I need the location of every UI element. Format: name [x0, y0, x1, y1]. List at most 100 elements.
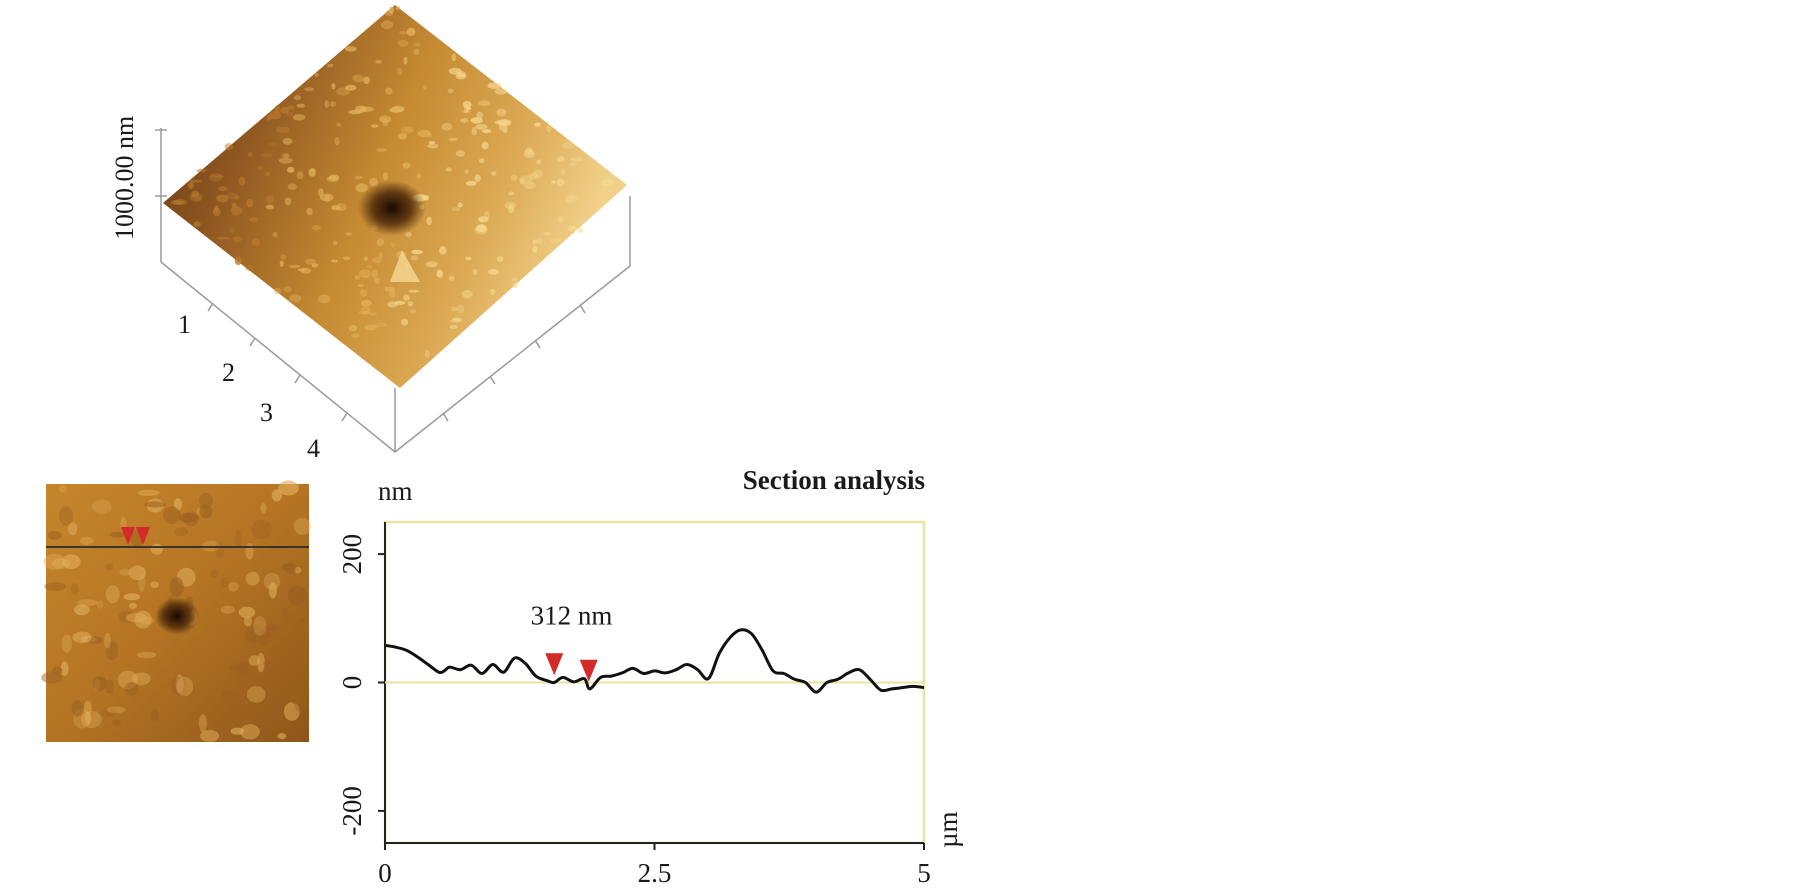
- surface-grain: [265, 195, 274, 204]
- thumbnail-marker-2: [136, 527, 150, 545]
- surface-grain: [382, 172, 388, 181]
- thumbnail-grain: [61, 634, 73, 653]
- thumbnail-grain: [281, 563, 295, 572]
- surface-grain: [311, 225, 321, 231]
- thumbnail-grain: [119, 568, 131, 576]
- x-axis-tick-label-3: 3: [260, 398, 273, 427]
- surface-grain: [449, 324, 458, 329]
- surface-grain: [388, 6, 394, 14]
- surface-grain: [556, 156, 565, 163]
- surface-grain: [268, 142, 278, 147]
- surface-grain: [257, 165, 263, 170]
- surface-grain: [565, 195, 577, 203]
- surface-grain: [376, 148, 387, 152]
- surface-grain: [283, 286, 292, 293]
- profile-marker-2: [579, 659, 598, 682]
- surface-grain: [475, 124, 488, 130]
- thumbnail-grain: [199, 492, 213, 509]
- surface-grain: [234, 257, 242, 266]
- surface-grain: [466, 106, 472, 111]
- surface-grain: [568, 162, 577, 166]
- surface-grain: [229, 226, 235, 233]
- thumbnail-grain: [169, 577, 184, 598]
- surface-grain: [274, 105, 280, 114]
- thumbnail-grain: [79, 536, 94, 545]
- surface-grain: [272, 232, 278, 238]
- surface-grain: [405, 231, 412, 238]
- section-chart: Section analysis nm µm 0 2.5 5 200 0 -200 312…: [337, 465, 963, 888]
- surface-grain: [324, 100, 330, 109]
- x-axis-label: µm: [933, 811, 963, 848]
- surface-grain: [247, 151, 253, 157]
- thumbnail-grain: [176, 676, 194, 697]
- thumbnail-marker-1: [121, 527, 135, 545]
- thumbnail-grain: [215, 541, 225, 558]
- thumbnail-grain: [260, 503, 267, 514]
- surface-grain: [465, 256, 472, 261]
- front-right-edge: [394, 265, 631, 453]
- surface-grain: [282, 153, 290, 158]
- surface-grain: [494, 88, 508, 95]
- surface-grain: [306, 207, 313, 216]
- surface-grain: [273, 287, 282, 295]
- surface-grain: [476, 111, 483, 119]
- surface-grain: [484, 211, 490, 219]
- surface-grain: [448, 67, 462, 75]
- thumbnail-grain: [144, 501, 166, 508]
- thumbnail-grain: [150, 708, 159, 722]
- thumbnail-grain: [58, 484, 67, 493]
- thumbnail-grain: [287, 585, 307, 606]
- thumbnail-grain: [220, 605, 235, 614]
- thumbnail-grain: [125, 613, 147, 623]
- surface-grain: [293, 95, 301, 101]
- surface-grain: [551, 180, 556, 184]
- thumbnail-grain: [245, 542, 254, 560]
- surface-pit: [358, 180, 426, 236]
- surface-grain: [448, 275, 455, 281]
- surface-grain: [314, 72, 319, 77]
- surface-grain: [401, 126, 414, 134]
- surface-grain: [494, 120, 508, 125]
- surface-grain: [556, 178, 565, 187]
- surface-grain: [331, 83, 336, 90]
- thumbnail-grain: [245, 571, 260, 586]
- thumbnail-grain: [70, 583, 79, 595]
- thumbnail-grain: [128, 602, 137, 610]
- thumbnail-grain: [239, 724, 260, 740]
- surface-grain: [416, 173, 422, 179]
- surface-grain: [354, 275, 360, 280]
- surface-grain: [474, 174, 481, 182]
- surface-grain: [410, 309, 417, 313]
- surface-grain: [375, 60, 383, 64]
- thumbnail-grain: [263, 572, 281, 590]
- surface-grain: [246, 198, 254, 208]
- surface-grain: [461, 290, 473, 299]
- surface-grain: [319, 193, 334, 202]
- surface-grain: [304, 87, 314, 92]
- surface-grain: [413, 42, 421, 47]
- surface-grain: [569, 157, 584, 162]
- surface-grain: [387, 301, 398, 308]
- thumbnail-grain: [104, 632, 111, 649]
- chart-title: Section analysis: [743, 465, 925, 495]
- thumbnail-grain: [105, 679, 114, 694]
- surface-grain: [451, 53, 457, 62]
- thumbnail-grain: [123, 593, 141, 601]
- surface-grain: [358, 269, 372, 279]
- y-tick-2: [489, 375, 496, 385]
- thumbnail-grain: [105, 641, 118, 661]
- thumbnail-grain: [199, 504, 213, 519]
- y-tick-label: 200: [337, 534, 367, 575]
- surface-grain: [472, 269, 478, 275]
- y-tick-1: [442, 412, 449, 422]
- surface-grain: [519, 175, 533, 185]
- surface-grain: [379, 115, 392, 123]
- y-axis-label: nm: [378, 476, 413, 506]
- surface-grain: [508, 204, 515, 214]
- thumbnail-grain: [106, 706, 126, 714]
- surface-grain: [487, 82, 502, 89]
- surface-grain: [567, 225, 578, 232]
- surface-grain: [513, 282, 518, 288]
- surface-frame: [155, 128, 631, 453]
- surface-grain: [546, 125, 552, 133]
